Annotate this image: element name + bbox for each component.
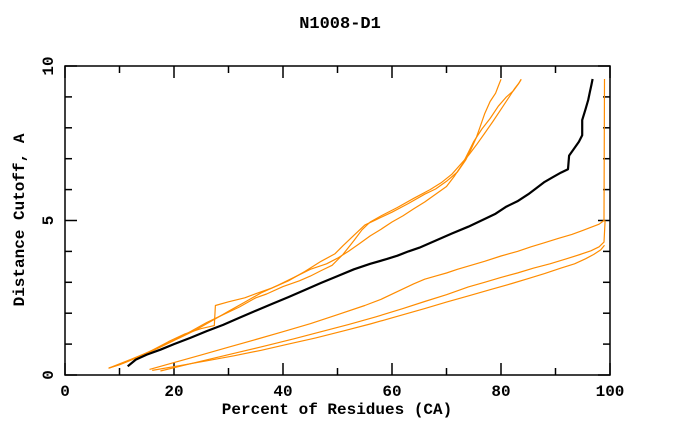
x-tick-label: 0 — [60, 383, 70, 401]
axis-ticks — [64, 65, 611, 376]
chart-series — [108, 78, 606, 372]
chart-title: N1008-D1 — [299, 15, 381, 34]
y-tick-label: 5 — [40, 216, 58, 226]
series-line-black-reference — [126, 78, 594, 368]
series-line-orange-lower-2 — [160, 220, 606, 372]
x-tick-label: 60 — [382, 383, 401, 401]
y-tick-label: 10 — [40, 56, 58, 75]
x-tick-label: 40 — [273, 383, 292, 401]
x-tick-label: 20 — [164, 383, 183, 401]
series-line-orange-lower-3 — [152, 244, 605, 371]
x-tick-label: 80 — [491, 383, 510, 401]
series-line-orange-upper-3 — [108, 78, 522, 369]
x-tick-label: 100 — [596, 383, 625, 401]
series-line-orange-upper-2 — [108, 78, 522, 369]
x-axis-label: Percent of Residues (CA) — [222, 401, 452, 419]
series-line-orange-lower-1 — [149, 78, 606, 370]
y-tick-label: 0 — [40, 370, 58, 380]
axis-tick-labels: 0 20 40 60 80 100 0 5 10 — [40, 56, 624, 401]
y-axis-label: Distance Cutoff, A — [11, 133, 29, 306]
